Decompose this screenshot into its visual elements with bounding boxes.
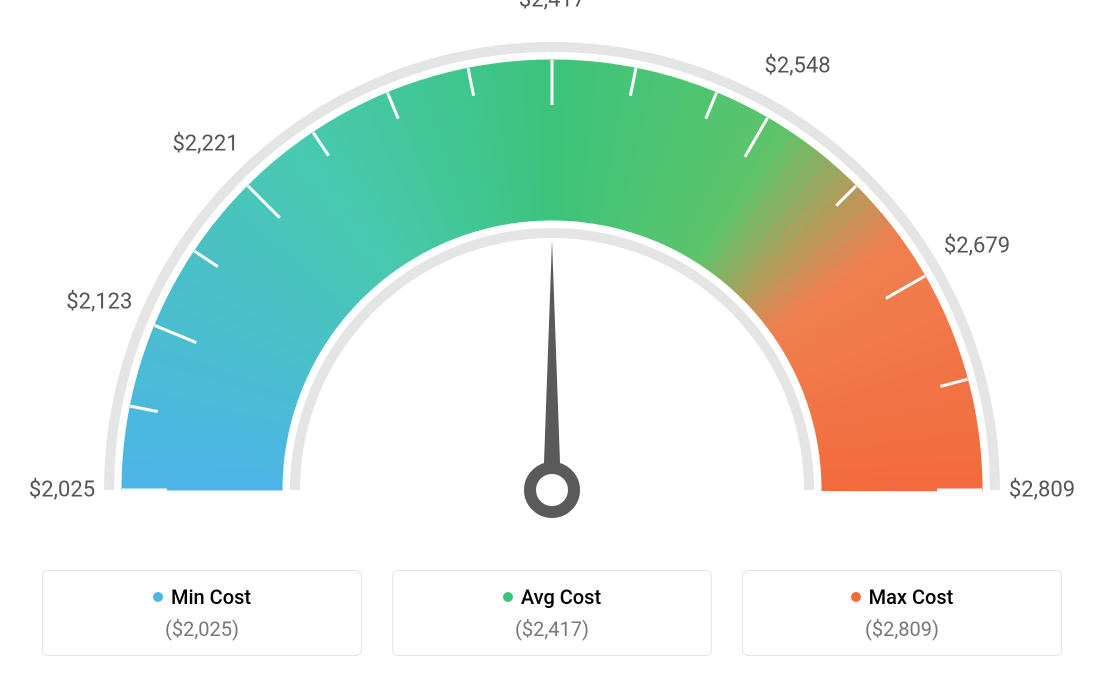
gauge-tick-label: $2,221 bbox=[172, 131, 238, 156]
gauge-tick-label: $2,417 bbox=[519, 0, 585, 13]
gauge-tick-label: $2,123 bbox=[66, 290, 132, 315]
legend-max-label: Max Cost bbox=[869, 585, 954, 609]
dot-icon bbox=[503, 592, 513, 602]
legend-max: Max Cost ($2,809) bbox=[742, 570, 1062, 656]
legend-min-label: Min Cost bbox=[171, 585, 251, 609]
gauge-tick-label: $2,025 bbox=[29, 478, 95, 503]
legend-max-value: ($2,809) bbox=[763, 617, 1041, 641]
legend-min-title: Min Cost bbox=[153, 585, 251, 609]
dot-icon bbox=[153, 592, 163, 602]
legend-max-title: Max Cost bbox=[851, 585, 954, 609]
legend-avg-value: ($2,417) bbox=[413, 617, 691, 641]
cost-gauge: $2,025 $2,123 $2,221 $2,417 $2,548 $2,679 $2,8… bbox=[0, 0, 1104, 560]
legend-avg-title: Avg Cost bbox=[503, 585, 601, 609]
gauge-svg bbox=[0, 0, 1104, 560]
gauge-tick-label: $2,679 bbox=[944, 234, 1010, 259]
legend-avg-label: Avg Cost bbox=[521, 585, 601, 609]
legend-min: Min Cost ($2,025) bbox=[42, 570, 362, 656]
legend-avg: Avg Cost ($2,417) bbox=[392, 570, 712, 656]
gauge-tick-label: $2,809 bbox=[1009, 478, 1075, 503]
legend-min-value: ($2,025) bbox=[63, 617, 341, 641]
gauge-tick-label: $2,548 bbox=[764, 53, 830, 78]
legend-row: Min Cost ($2,025) Avg Cost ($2,417) Max … bbox=[0, 560, 1104, 656]
dot-icon bbox=[851, 592, 861, 602]
